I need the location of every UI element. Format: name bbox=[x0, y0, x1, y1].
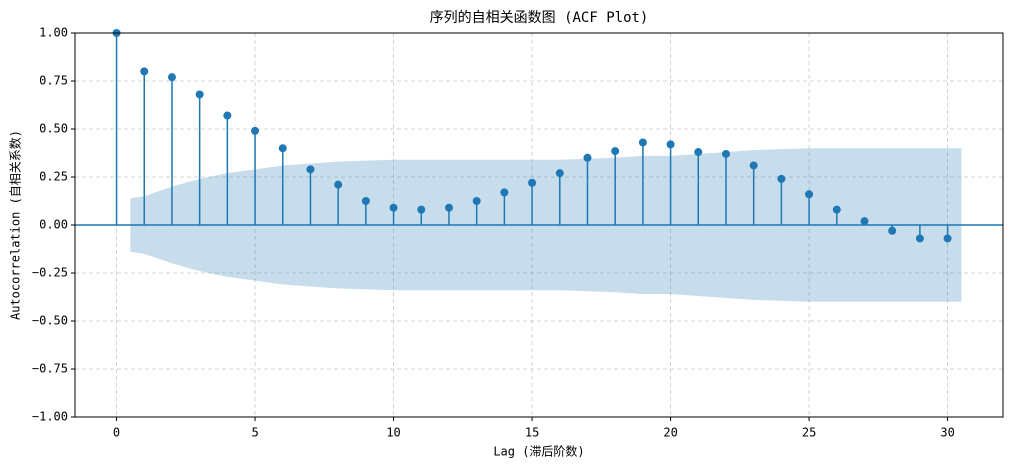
stem-marker bbox=[943, 234, 952, 243]
x-axis-label: Lag (滞后阶数) bbox=[493, 444, 584, 459]
stem-marker bbox=[611, 147, 620, 156]
x-tick-label: 10 bbox=[386, 426, 400, 440]
plot-frame bbox=[74, 32, 1004, 418]
stem-marker bbox=[860, 217, 869, 226]
y-tick-label: 0.00 bbox=[39, 218, 68, 232]
stem-marker bbox=[223, 111, 232, 120]
y-tick-label: 0.25 bbox=[39, 170, 68, 184]
y-tick-label: −0.75 bbox=[32, 362, 68, 376]
y-tick-label: 0.75 bbox=[39, 74, 68, 88]
stem-marker bbox=[832, 205, 841, 214]
stem-marker bbox=[777, 174, 786, 183]
stem-marker bbox=[167, 73, 176, 82]
stem-marker bbox=[694, 148, 703, 157]
stem-marker bbox=[749, 161, 758, 170]
stem-marker bbox=[334, 180, 343, 189]
stem-marker bbox=[638, 138, 647, 147]
stem-marker bbox=[915, 234, 924, 243]
stem-marker bbox=[721, 149, 730, 158]
x-tick-label: 25 bbox=[802, 426, 816, 440]
y-tick-label: −1.00 bbox=[32, 410, 68, 424]
x-tick-label: 15 bbox=[525, 426, 539, 440]
y-tick-label: 1.00 bbox=[39, 26, 68, 40]
stem-marker bbox=[195, 90, 204, 99]
stem-marker bbox=[888, 226, 897, 235]
y-tick-label: 0.50 bbox=[39, 122, 68, 136]
stem-marker bbox=[583, 153, 592, 162]
y-axis-label: Autocorrelation (自相关系数) bbox=[8, 130, 23, 320]
stem-marker bbox=[417, 205, 426, 214]
stem-marker bbox=[306, 165, 315, 174]
stem-marker bbox=[278, 144, 287, 153]
stem-marker bbox=[140, 67, 149, 76]
stem-marker bbox=[444, 203, 453, 212]
stem-marker bbox=[666, 140, 675, 149]
stem-marker bbox=[500, 188, 509, 197]
y-tick-label: −0.25 bbox=[32, 266, 68, 280]
x-tick-label: 20 bbox=[663, 426, 677, 440]
stem-marker bbox=[528, 178, 537, 187]
stem-marker bbox=[555, 169, 564, 178]
y-tick-label: −0.50 bbox=[32, 314, 68, 328]
x-tick-label: 5 bbox=[251, 426, 258, 440]
chart-title: 序列的自相关函数图 (ACF Plot) bbox=[430, 10, 649, 26]
stem-marker bbox=[251, 126, 260, 135]
stem-marker bbox=[389, 203, 398, 212]
x-tick-label: 30 bbox=[940, 426, 954, 440]
x-tick-label: 0 bbox=[113, 426, 120, 440]
stem-marker bbox=[472, 197, 481, 205]
stem-marker bbox=[805, 190, 814, 199]
stem-marker bbox=[361, 197, 370, 205]
